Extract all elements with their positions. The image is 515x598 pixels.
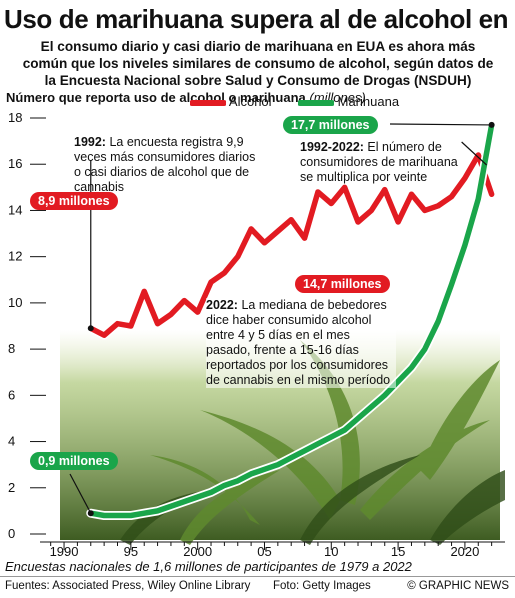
note-2022-year: 2022: [206, 298, 238, 312]
x-tick-label: 15 [391, 544, 405, 559]
x-tick-label: 2020 [450, 544, 479, 559]
note-1992-year: 1992: [74, 135, 106, 149]
y-tick-label: 16 [8, 156, 22, 171]
legend-alcohol-label: Alcohol [228, 94, 272, 109]
sources: Fuentes: Associated Press, Wiley Online … [5, 580, 251, 592]
callout-leader [389, 123, 492, 126]
y-tick-label: 2 [8, 480, 15, 495]
callout-point [488, 121, 495, 128]
callout-leader [69, 473, 92, 514]
y-tick-label: 8 [8, 341, 15, 356]
note-1992-2022-text: El número de consumidores de marihuana s… [300, 140, 458, 184]
survey-note: Encuestas nacionales de 1,6 millones de … [5, 559, 412, 574]
note-1992-2022-year: 1992-2022: [300, 140, 364, 154]
legend-alcohol-swatch [189, 99, 227, 106]
measure-text: Número que reporta uso de alcohol o mari… [6, 90, 306, 105]
photo-credit: Foto: Getty Images [273, 580, 371, 592]
measure-label: Número que reporta uso de alcohol o mari… [6, 90, 366, 105]
callout-alcohol-2022: 14,7 millones [295, 275, 390, 293]
callout-alcohol-1992: 8,9 millones [30, 192, 118, 210]
y-tick-label: 10 [8, 295, 22, 310]
x-tick-label: 1990 [50, 544, 79, 559]
note-2022: 2022: La mediana de bebedores dice haber… [206, 298, 396, 388]
y-tick-label: 6 [8, 387, 15, 402]
subtitle: El consumo diario y casi diario de marih… [22, 39, 494, 88]
x-tick-label: 2000 [183, 544, 212, 559]
credit: © GRAPHIC NEWS [407, 580, 509, 592]
note-1992-text: La encuesta registra 9,9 veces más consu… [74, 135, 256, 194]
x-tick-label: 10 [324, 544, 338, 559]
leaf-icon [120, 455, 505, 545]
callout-leader [461, 141, 488, 166]
callout-cannabis-1992: 0,9 millones [30, 452, 118, 470]
note-1992: 1992: La encuesta registra 9,9 veces más… [74, 135, 264, 195]
legend-cannabis-label: Marihuana [337, 94, 400, 109]
note-2022-text: La mediana de bebedores dice haber consu… [206, 298, 391, 387]
legend-alcohol: Alcohol [189, 94, 272, 109]
legend-cannabis-swatch [297, 99, 335, 106]
alcohol-line [88, 152, 495, 338]
y-tick-label: 18 [8, 110, 22, 125]
y-tick-label: 0 [8, 526, 15, 541]
legend-cannabis: Marihuana [297, 94, 400, 109]
y-tick-label: 12 [8, 249, 22, 264]
page-title: Uso de marihuana supera al de alcohol en… [4, 4, 515, 34]
x-tick-label: 05 [257, 544, 271, 559]
callout-point [87, 325, 94, 332]
note-1992-2022: 1992-2022: El número de consumidores de … [300, 140, 470, 185]
callout-point [87, 510, 94, 517]
x-tick-label: 95 [124, 544, 138, 559]
cannabis-line [88, 122, 495, 519]
callout-cannabis-2022: 17,7 millones [283, 116, 378, 134]
y-tick-label: 14 [8, 202, 22, 217]
y-tick-label: 4 [8, 434, 15, 449]
footer-divider [0, 576, 515, 577]
